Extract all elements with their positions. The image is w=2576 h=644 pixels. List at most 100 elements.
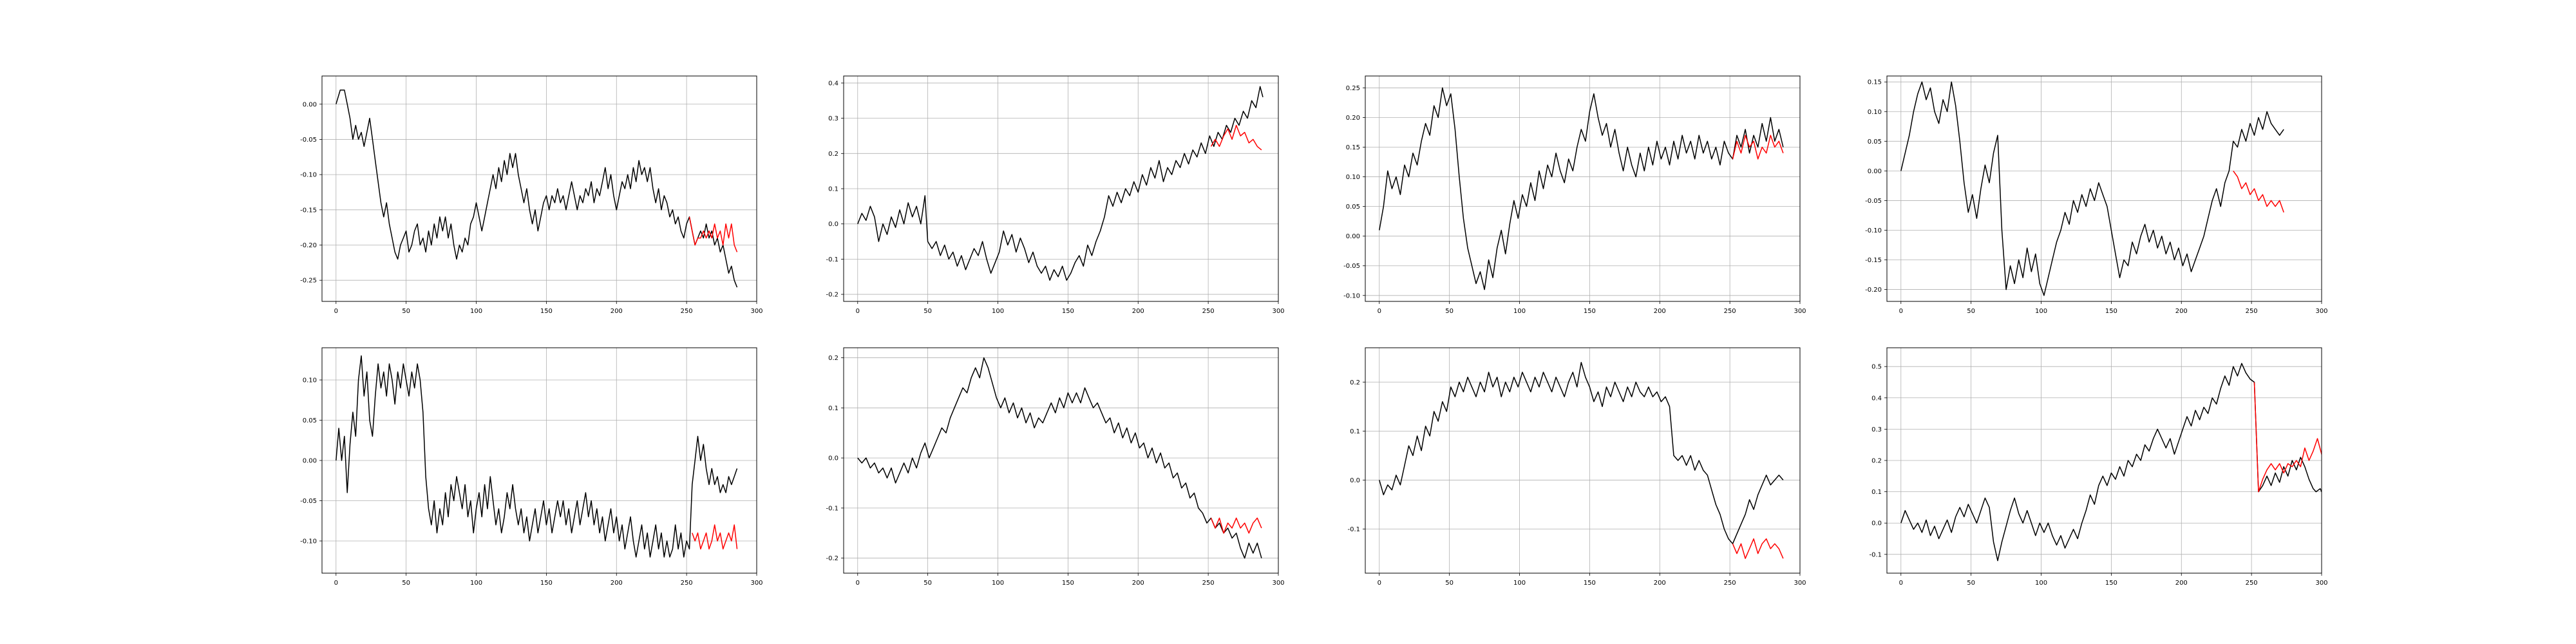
x-tick-label: 150 <box>2105 580 2117 587</box>
y-tick-label: 0.10 <box>1346 174 1360 181</box>
y-tick-label: 0.1 <box>828 405 838 412</box>
predicted-series-line <box>688 216 738 252</box>
y-tick-label: 0.25 <box>1346 85 1360 92</box>
x-tick-label: 50 <box>402 308 410 315</box>
x-tick-label: 0 <box>1378 308 1381 315</box>
y-tick-label: 0.5 <box>1871 364 1882 371</box>
x-tick-label: 300 <box>1272 308 1284 315</box>
y-tick-label: 0.1 <box>1350 428 1360 435</box>
x-tick-label: 250 <box>681 580 693 587</box>
actual-series-line <box>1379 87 1784 290</box>
x-tick-label: 300 <box>750 308 762 315</box>
y-tick-label: -0.1 <box>1869 551 1882 558</box>
y-tick-label: -0.05 <box>300 137 317 144</box>
y-tick-label: 0.10 <box>1868 109 1882 116</box>
x-tick-label: 150 <box>2105 308 2117 315</box>
y-tick-label: 0.20 <box>1346 115 1360 122</box>
chart-panel-5: 0 50 100 150 200 250 300 0.10 0.05 0.00 -0.05 -0.10 <box>300 347 763 587</box>
x-tick-label: 300 <box>1794 308 1806 315</box>
x-tick-label: 200 <box>2175 580 2188 587</box>
axes-frame <box>1365 75 1801 302</box>
y-tick-label: 0.0 <box>1350 477 1360 484</box>
x-tick-label: 250 <box>681 308 693 315</box>
y-tick-label: -0.2 <box>826 292 838 299</box>
y-tick-label: 0.1 <box>828 186 838 193</box>
y-tick-label: 0.05 <box>1868 138 1882 146</box>
x-tick-label: 100 <box>992 580 1004 587</box>
x-tick-label: 100 <box>470 580 482 587</box>
chart-panel-4: 0 50 100 150 200 250 300 0.15 0.10 0.05 0.00 -0.05 -… <box>1865 75 2328 315</box>
x-tick-label: 250 <box>1202 580 1215 587</box>
y-tick-label: 0.05 <box>1346 204 1360 211</box>
y-tick-label: -0.05 <box>1865 198 1882 205</box>
x-tick-label: 150 <box>1584 308 1596 315</box>
y-tick-label: 0.05 <box>303 417 317 424</box>
y-tick-label: -0.15 <box>1865 257 1882 264</box>
y-tick-label: 0.2 <box>828 355 838 362</box>
x-tick-label: 250 <box>1724 308 1736 315</box>
x-tick-label: 300 <box>1794 580 1806 587</box>
predicted-series-line <box>2233 170 2284 213</box>
y-tick-label: 0.1 <box>1871 489 1882 496</box>
x-tick-label: 100 <box>992 308 1004 315</box>
x-tick-label: 200 <box>611 580 623 587</box>
x-tick-label: 300 <box>2315 308 2327 315</box>
y-tick-label: 0.0 <box>1871 520 1882 527</box>
actual-series-line <box>1379 362 1784 545</box>
predicted-series-line <box>692 524 738 550</box>
y-tick-label: 0.15 <box>1346 144 1360 151</box>
x-tick-label: 50 <box>1445 308 1454 315</box>
y-tick-label: 0.10 <box>303 377 317 384</box>
axes-frame <box>843 347 1279 574</box>
x-tick-label: 200 <box>1654 580 1666 587</box>
x-tick-label: 100 <box>470 308 482 315</box>
x-tick-label: 150 <box>540 308 553 315</box>
y-tick-label: -0.1 <box>826 505 838 512</box>
x-tick-label: 250 <box>2246 580 2258 587</box>
y-tick-label: 0.2 <box>828 151 838 158</box>
x-tick-label: 0 <box>856 580 860 587</box>
y-tick-label: -0.25 <box>300 278 317 285</box>
x-tick-label: 50 <box>923 580 932 587</box>
y-tick-label: -0.2 <box>826 555 838 562</box>
actual-series-line <box>857 86 1264 281</box>
x-tick-label: 150 <box>1584 580 1596 587</box>
x-tick-label: 50 <box>1967 580 1975 587</box>
axes-frame <box>1886 75 2322 302</box>
y-tick-label: -0.05 <box>1343 263 1360 270</box>
x-tick-label: 150 <box>1062 580 1074 587</box>
chart-panel-6: 0 50 100 150 200 250 300 0.2 0.1 0.0 -0.1 -0.2 <box>826 347 1285 587</box>
x-tick-label: 100 <box>1513 308 1526 315</box>
y-tick-label: 0.00 <box>303 101 317 108</box>
y-tick-label: -0.10 <box>300 538 317 545</box>
y-tick-label: -0.05 <box>300 498 317 505</box>
y-tick-label: 0.00 <box>1868 168 1882 175</box>
actual-series-line <box>857 357 1262 559</box>
chart-panel-3: 0 50 100 150 200 250 300 0.25 0.20 0.15 0.10 0.05 0.… <box>1343 75 1806 315</box>
predicted-series-line <box>1210 517 1262 534</box>
x-tick-label: 50 <box>1445 580 1454 587</box>
x-tick-label: 100 <box>1513 580 1526 587</box>
actual-series-line <box>1900 81 2284 296</box>
x-tick-label: 200 <box>2175 308 2188 315</box>
y-tick-label: -0.10 <box>1865 227 1882 234</box>
axes-frame <box>1365 347 1801 574</box>
y-tick-label: 0.15 <box>1868 79 1882 86</box>
axes-frame <box>321 75 757 302</box>
y-tick-label: 0.0 <box>828 221 838 228</box>
x-tick-label: 0 <box>334 580 338 587</box>
y-tick-label: -0.1 <box>826 256 838 263</box>
y-tick-label: -0.10 <box>300 172 317 179</box>
x-tick-label: 150 <box>540 580 553 587</box>
x-tick-label: 250 <box>1724 580 1736 587</box>
x-tick-label: 200 <box>1654 308 1666 315</box>
y-tick-label: 0.3 <box>828 115 838 122</box>
y-tick-label: 0.2 <box>1350 379 1360 386</box>
x-tick-label: 0 <box>1899 580 1903 587</box>
x-tick-label: 200 <box>1132 580 1144 587</box>
x-tick-label: 50 <box>1967 308 1975 315</box>
x-tick-label: 0 <box>856 308 860 315</box>
x-tick-label: 300 <box>750 580 762 587</box>
actual-series-line <box>336 355 738 558</box>
